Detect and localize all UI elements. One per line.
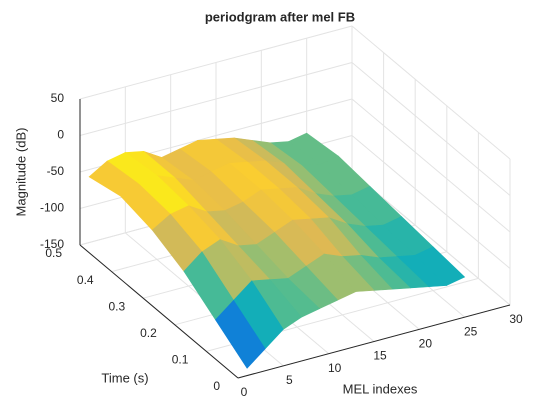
z-axis-label: Magnitude (dB) [13,128,28,217]
y-tick-label: 0 [213,379,220,393]
y-tick-label: 0.3 [109,299,126,313]
z-tick-label: 50 [51,91,65,105]
y-axis-label: Time (s) [101,370,148,385]
grid-line [351,135,511,269]
grid-line [351,62,511,196]
x-tick-label: 10 [328,361,342,375]
y-tick-label: 0.4 [77,273,94,287]
y-tick-label: 0.2 [140,326,157,340]
z-tick-label: -150 [40,237,64,251]
x-tick-label: 20 [419,337,433,351]
x-tick-label: 5 [286,373,293,387]
z-tick-label: -50 [47,164,65,178]
z-tick-label: -100 [40,201,64,215]
x-axis [237,304,511,379]
y-tick-label: 0.1 [172,353,189,367]
grid-line [79,25,353,100]
y-tick-label: 0.5 [45,246,62,260]
chart-title: periodgram after mel FB [205,9,355,24]
y-axis [79,244,239,379]
z-tick-label: 0 [57,128,64,142]
x-tick-label: 0 [241,385,248,399]
x-tick-label: 15 [373,349,387,363]
surface-patch [215,299,266,369]
x-axis-label: MEL indexes [343,381,418,396]
grid-line [351,98,511,233]
x-tick-label: 25 [464,324,478,338]
x-tick-label: 30 [509,312,523,326]
grid-line [351,25,511,160]
grid-line [79,62,353,136]
